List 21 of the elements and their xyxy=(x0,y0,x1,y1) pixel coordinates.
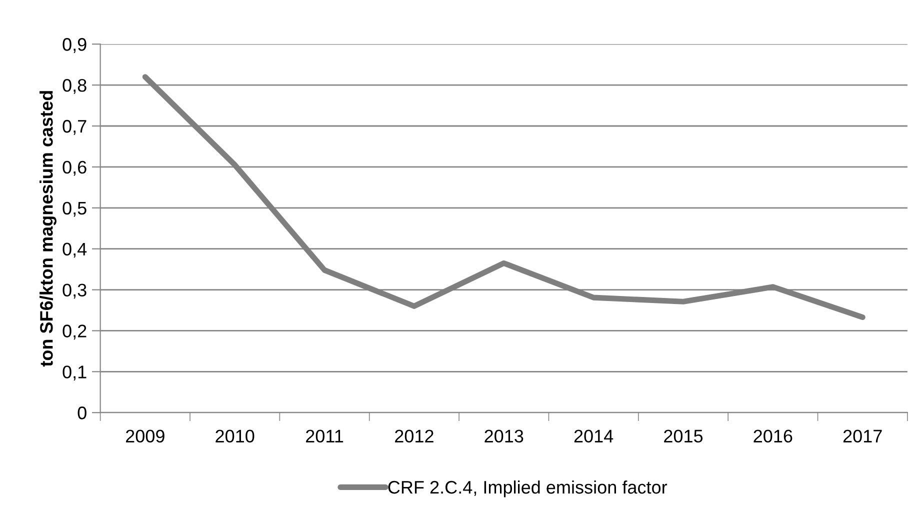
y-tick-label: 0,9 xyxy=(62,38,86,53)
y-tick-label: 0,7 xyxy=(62,120,86,135)
x-tick-label: 2011 xyxy=(306,430,344,443)
x-tick-label: 2017 xyxy=(843,430,882,443)
x-tick-label: 2009 xyxy=(126,430,164,443)
x-tick-label: 2016 xyxy=(754,430,792,443)
y-tick-label: 0 xyxy=(78,406,86,420)
x-tick-label: 2013 xyxy=(484,430,524,443)
y-tick-label: 0,5 xyxy=(62,202,86,217)
legend-label: CRF 2.C.4, Implied emission factor xyxy=(388,480,668,498)
y-tick-label: 0,6 xyxy=(62,160,86,176)
y-tick-label: 0,4 xyxy=(62,242,87,258)
x-tick-label: 2012 xyxy=(395,430,434,443)
y-tick-label: 0,1 xyxy=(62,366,86,381)
y-axis-title: ton SF6/kton magnesium casted xyxy=(40,91,56,367)
y-tick-label: 0,2 xyxy=(62,324,86,340)
x-tick-label: 2015 xyxy=(664,430,703,443)
x-tick-label: 2010 xyxy=(216,430,254,443)
y-tick-label: 0,3 xyxy=(62,284,86,299)
x-tick-label: 2014 xyxy=(574,430,614,443)
y-tick-label: 0,8 xyxy=(62,78,86,94)
